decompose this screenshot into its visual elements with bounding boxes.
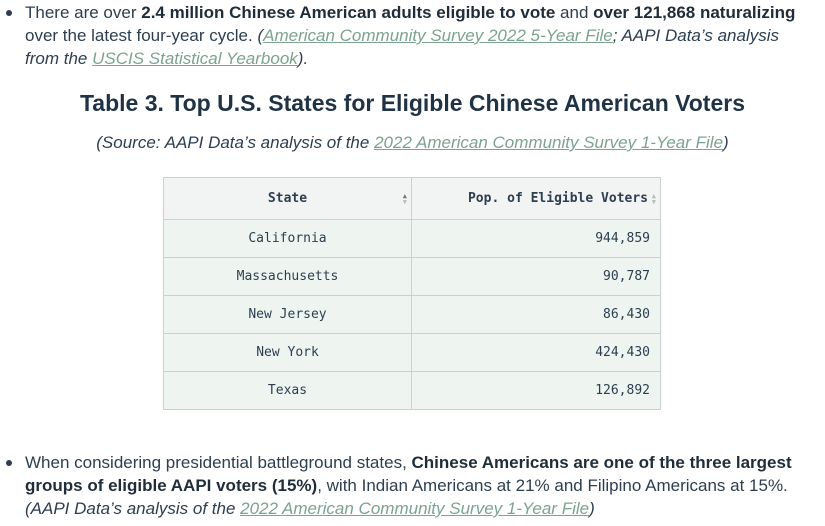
state-cell: Texas [163,371,412,410]
bullet-text: There are over 2.4 million Chinese Ameri… [25,1,817,70]
bold-stat-eligible: 2.4 million Chinese American adults elig… [141,3,556,22]
citation-open: ( [257,26,264,45]
text-segment: and [555,3,594,22]
state-cell: New Jersey [163,295,412,334]
bold-stat-battleground: Chinese Americans are one of the three l… [25,453,792,495]
table-row: New Jersey 86,430 [163,295,661,334]
source-suffix: ) [723,133,729,152]
pop-cell: 944,859 [411,219,661,258]
source-prefix: (Source: AAPI Data’s analysis of the [96,133,375,152]
pop-cell: 90,787 [411,257,661,296]
citation-close: ) [589,499,595,518]
citation-text: (AAPI Data’s analysis of the [25,499,241,518]
bullet-dot-icon [6,10,12,16]
bold-stat-naturalizing: over 121,868 naturalizing [593,3,796,22]
state-cell: California [163,219,412,258]
acs-1-year-link[interactable]: 2022 American Community Survey 1-Year Fi… [374,133,724,152]
state-cell: Massachusetts [163,257,412,296]
table-row: New York 424,430 [163,333,661,372]
citation-close: ). [297,49,309,68]
state-cell: New York [163,333,412,372]
pop-cell: 424,430 [411,333,661,372]
column-header-label: Pop. of Eligible Voters [467,191,648,206]
acs-1-year-link[interactable]: 2022 American Community Survey 1-Year Fi… [240,499,590,518]
acs-5-year-link[interactable]: American Community Survey 2022 5-Year Fi… [263,26,613,45]
eligible-voters-table: State ▲ ▼ Pop. of Eligible Voters ▲ ▼ Cali… [163,177,661,410]
citation-text: ; AAPI Data’s analysis from the [25,26,780,68]
bullet-text: When considering presidential battlegrou… [25,451,817,520]
sort-arrows-icon[interactable]: ▲ ▼ [651,191,656,206]
table-row: California 944,859 [163,219,661,258]
table-row: Texas 126,892 [163,371,661,410]
table-row: Massachusetts 90,787 [163,257,661,296]
text-segment: , with Indian Americans at 21% and Filip… [317,476,788,495]
sort-arrows-icon[interactable]: ▲ ▼ [402,191,407,206]
pop-cell: 86,430 [411,295,661,334]
table-header-row: State ▲ ▼ Pop. of Eligible Voters ▲ ▼ [163,177,661,220]
column-header-label: State [267,191,308,206]
table-title: Table 3. Top U.S. States for Eligible Ch… [79,90,746,116]
column-header-pop[interactable]: Pop. of Eligible Voters ▲ ▼ [411,177,661,220]
text-segment: When considering presidential battlegrou… [25,453,412,472]
column-header-state[interactable]: State ▲ ▼ [163,177,412,220]
text-segment: over the latest four-year cycle. [25,26,258,45]
pop-cell: 126,892 [411,371,661,410]
table-source: (Source: AAPI Data’s analysis of the 202… [0,133,825,153]
text-segment: There are over [25,3,142,22]
bullet-dot-icon [6,460,12,466]
uscis-yearbook-link[interactable]: USCIS Statistical Yearbook [92,49,298,68]
